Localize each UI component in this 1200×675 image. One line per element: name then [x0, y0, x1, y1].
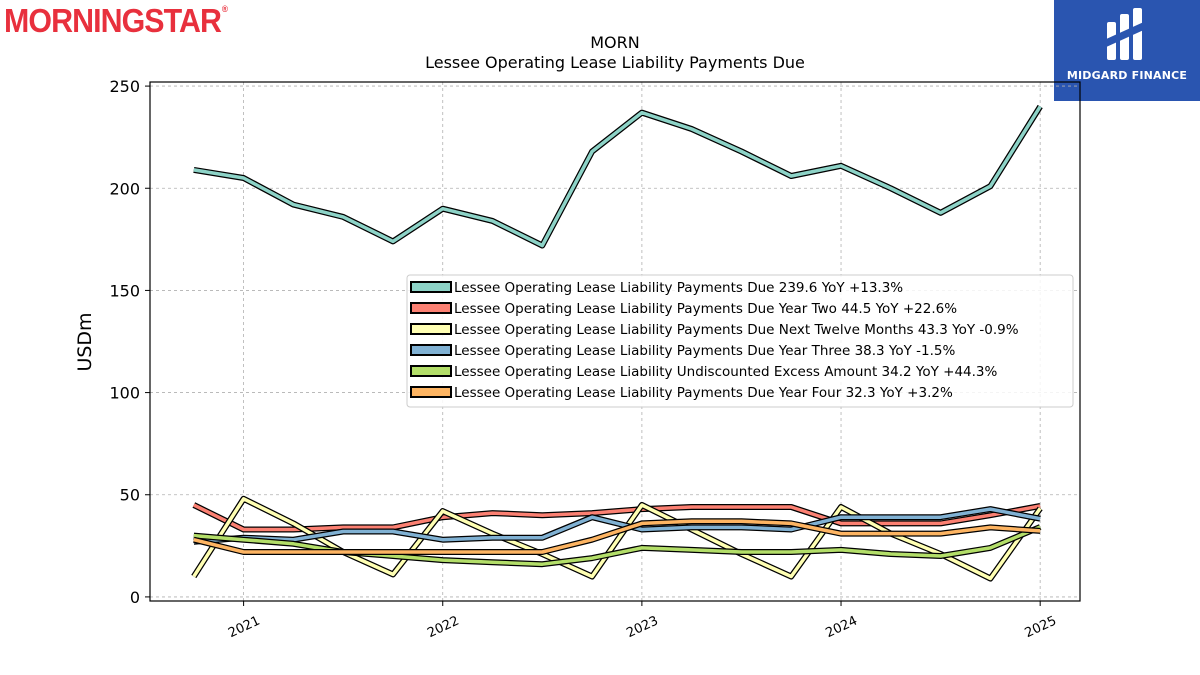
legend-label: Lessee Operating Lease Liability Undisco…	[454, 364, 998, 380]
series-stroke	[192, 497, 1042, 581]
legend-item-4: Lessee Operating Lease Liability Payment…	[410, 343, 956, 359]
morningstar-logo: MORNINGSTAR®	[4, 2, 228, 40]
legend-label: Lessee Operating Lease Liability Payment…	[454, 343, 956, 359]
y-tick-label: 50	[120, 486, 140, 505]
plot-frame	[149, 81, 1081, 602]
legend-item-1: Lessee Operating Lease Liability Payment…	[410, 280, 903, 296]
legend: Lessee Operating Lease Liability Payment…	[406, 274, 1074, 408]
legend-label: Lessee Operating Lease Liability Payment…	[454, 301, 957, 317]
series-stroke	[193, 507, 1041, 544]
x-tick-label: 2025	[1023, 614, 1059, 642]
legend-item-2: Lessee Operating Lease Liability Payment…	[410, 301, 957, 317]
series-line-3	[191, 495, 1043, 582]
brand-name: MIDGARD FINANCE	[1066, 69, 1188, 82]
series-line-6	[193, 518, 1041, 555]
x-axis: 2021 2022 2023 2024 2025	[226, 601, 1059, 641]
chart-subtitle: Lessee Operating Lease Liability Payment…	[425, 53, 805, 72]
chart-title: MORN	[590, 33, 639, 52]
y-tick-label: 0	[130, 588, 140, 607]
series-line-4	[193, 506, 1041, 545]
y-axis: 0 50 100 150 200 250	[109, 77, 150, 607]
series-stroke	[193, 105, 1042, 248]
x-tick-label: 2021	[226, 614, 262, 642]
legend-label: Lessee Operating Lease Liability Payment…	[454, 322, 1019, 338]
x-tick-label: 2023	[624, 614, 660, 642]
legend-item-5: Lessee Operating Lease Liability Undisco…	[410, 364, 998, 380]
series-lines	[191, 104, 1043, 582]
midgard-finance-badge: MIDGARD FINANCE	[1054, 0, 1200, 101]
x-tick-label: 2022	[425, 614, 461, 642]
series-stroke	[193, 503, 1041, 532]
legend-swatch	[410, 323, 452, 335]
y-tick-label: 250	[109, 77, 140, 96]
legend-swatch	[410, 386, 452, 398]
y-tick-label: 100	[109, 384, 140, 403]
y-tick-label: 150	[109, 281, 140, 300]
legend-swatch	[410, 302, 452, 314]
legend-swatch	[410, 344, 452, 356]
series-line-2	[192, 502, 1041, 533]
series-outline	[193, 104, 1043, 249]
series-stroke	[193, 519, 1041, 554]
legend-box	[406, 274, 1074, 408]
legend-item-3: Lessee Operating Lease Liability Payment…	[410, 322, 1019, 338]
legend-swatch	[410, 365, 452, 377]
logo-text: MORNINGSTAR	[4, 2, 222, 39]
y-axis-label: USDm	[74, 312, 96, 371]
legend-swatch	[410, 281, 452, 293]
y-tick-label: 200	[109, 179, 140, 198]
registered-mark: ®	[221, 4, 228, 14]
x-tick-label: 2024	[823, 614, 859, 642]
legend-item-6: Lessee Operating Lease Liability Payment…	[410, 385, 953, 401]
legend-label: Lessee Operating Lease Liability Payment…	[454, 385, 953, 401]
series-line-1	[193, 104, 1043, 249]
midgard-emblem-icon	[1104, 8, 1148, 60]
legend-label: Lessee Operating Lease Liability Payment…	[454, 280, 903, 296]
